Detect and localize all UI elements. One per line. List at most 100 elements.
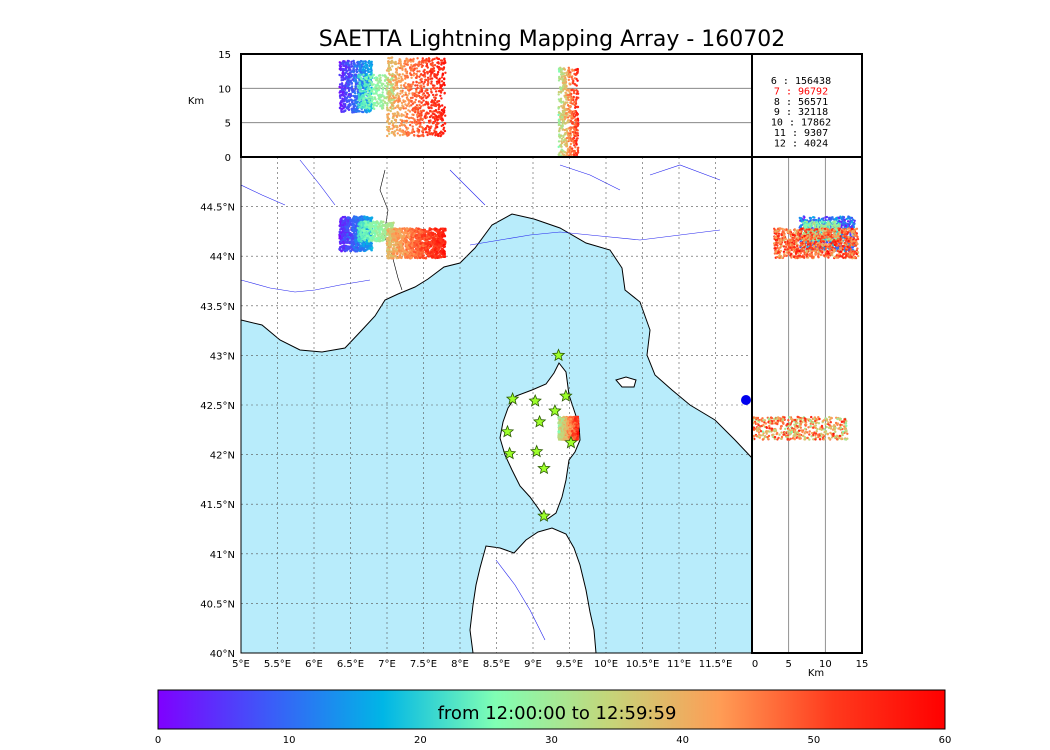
lightning-source xyxy=(407,244,411,247)
lightning-source xyxy=(444,61,447,64)
lightning-source xyxy=(399,247,403,250)
lightning-source xyxy=(576,90,579,93)
lightning-source xyxy=(389,80,392,84)
lightning-source xyxy=(397,94,400,98)
lightning-source xyxy=(381,224,385,227)
lightning-source xyxy=(354,73,357,76)
lightning-source xyxy=(567,66,570,70)
lightning-source xyxy=(419,254,422,258)
lightning-source xyxy=(558,127,561,130)
lightning-source xyxy=(362,97,365,101)
station-star-icon xyxy=(529,444,544,458)
lightning-source xyxy=(391,127,394,130)
lightning-source xyxy=(560,118,564,121)
lightning-source xyxy=(388,122,392,125)
lightning-source xyxy=(572,91,576,95)
lightning-source xyxy=(427,106,431,110)
lightning-source xyxy=(405,104,409,107)
lightning-source xyxy=(409,58,412,61)
lightning-source xyxy=(438,87,441,90)
lightning-source xyxy=(559,145,562,148)
lightning-source xyxy=(417,135,420,138)
lightning-source xyxy=(400,86,403,90)
lightning-source xyxy=(389,109,392,113)
lightning-source xyxy=(345,91,348,94)
lightning-source xyxy=(564,96,568,99)
lightning-source xyxy=(362,229,366,233)
lightning-source xyxy=(403,254,407,258)
lightning-source xyxy=(441,240,444,243)
lightning-source xyxy=(368,103,371,106)
lightning-source xyxy=(416,110,419,113)
lightning-source xyxy=(391,94,395,98)
lightning-source xyxy=(562,120,565,123)
lightning-source xyxy=(558,418,562,422)
lightning-source xyxy=(574,418,577,421)
lightning-source xyxy=(366,245,370,248)
lightning-source xyxy=(564,108,567,111)
lightning-source xyxy=(350,108,354,111)
lightning-source xyxy=(352,216,355,220)
lightning-source xyxy=(388,73,392,77)
lightning-source xyxy=(382,86,385,90)
lightning-source xyxy=(387,65,391,69)
lightning-source xyxy=(420,63,423,66)
lightning-source xyxy=(390,131,393,134)
lightning-source xyxy=(431,248,435,251)
lightning-source xyxy=(431,58,435,61)
lightning-source xyxy=(575,428,579,431)
lightning-source xyxy=(430,228,433,231)
lightning-source xyxy=(565,137,569,140)
lightning-source xyxy=(569,110,572,113)
lightning-source xyxy=(367,218,370,221)
lightning-source xyxy=(421,57,424,60)
lightning-source xyxy=(576,105,579,109)
lightning-source xyxy=(414,255,418,259)
lightning-source xyxy=(430,90,433,93)
lightning-source xyxy=(376,100,379,103)
lightning-source xyxy=(436,82,439,86)
lightning-source xyxy=(366,97,369,100)
lightning-source xyxy=(574,146,577,149)
lightning-source xyxy=(438,254,442,257)
lightning-source xyxy=(433,113,436,116)
lightning-source xyxy=(357,94,361,98)
lightning-source xyxy=(561,128,564,131)
lightning-source xyxy=(356,226,360,230)
lightning-source xyxy=(392,244,396,248)
lightning-source xyxy=(355,71,359,74)
lightning-source xyxy=(342,237,346,240)
lon-tick-label: 11°E xyxy=(667,659,691,670)
lightning-source xyxy=(362,221,365,225)
lightning-source xyxy=(440,76,444,79)
lightning-source xyxy=(383,84,387,88)
lightning-source xyxy=(421,255,425,259)
lightning-source xyxy=(359,84,362,88)
lightning-source xyxy=(369,241,373,245)
map-panel: 5°E 5.5°E 6°E 6.5°E 7°E 7.5°E 8°E 8.5°E 9°E 9.5°E… xyxy=(200,156,753,670)
lightning-source xyxy=(378,238,381,242)
lightning-source xyxy=(353,90,356,93)
lightning-source xyxy=(395,99,398,102)
lightning-source xyxy=(385,232,389,235)
lightning-source xyxy=(394,121,398,124)
lightning-source xyxy=(557,140,561,143)
lightning-source xyxy=(415,73,418,76)
lightning-source xyxy=(416,247,419,250)
lightning-source xyxy=(442,249,446,253)
lightning-source xyxy=(572,149,576,153)
lightning-source xyxy=(430,80,433,83)
lightning-source xyxy=(427,119,431,123)
lightning-source xyxy=(566,149,569,152)
lightning-source xyxy=(383,233,387,236)
lightning-source xyxy=(408,232,411,235)
lightning-source xyxy=(340,234,344,237)
lightning-source xyxy=(437,61,440,64)
lightning-source xyxy=(402,84,406,87)
lightning-source xyxy=(576,123,579,126)
lightning-source xyxy=(339,86,342,89)
lightning-source xyxy=(353,96,357,99)
lightning-source xyxy=(404,252,407,255)
lightning-source xyxy=(348,237,352,240)
